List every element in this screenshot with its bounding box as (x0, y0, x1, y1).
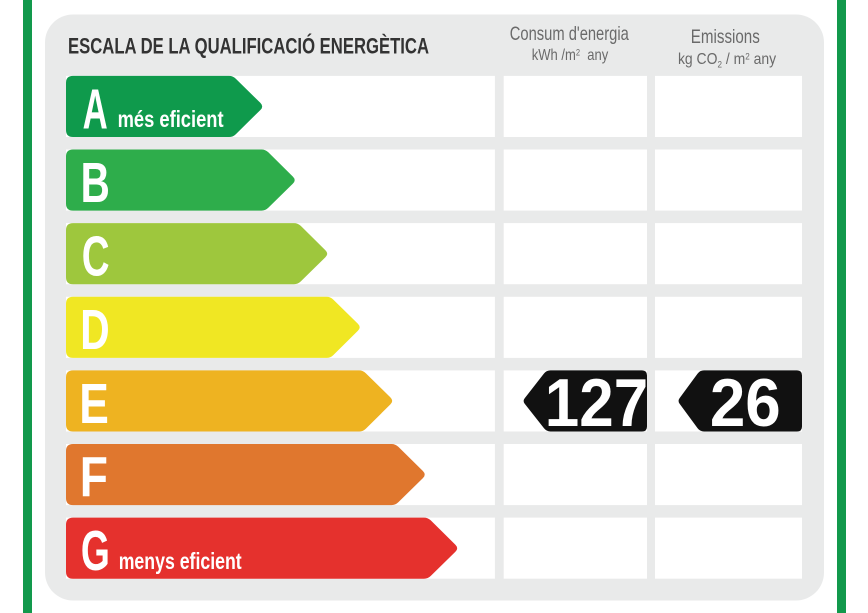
svg-text:ESCALA DE LA QUALIFICACIÓ ENER: ESCALA DE LA QUALIFICACIÓ ENERGÈTICA (68, 33, 429, 58)
svg-text:E: E (79, 372, 109, 436)
svg-text:D: D (80, 298, 109, 362)
svg-text:Emissions: Emissions (691, 27, 760, 48)
svg-text:A: A (83, 77, 108, 141)
svg-text:26: 26 (710, 365, 781, 441)
svg-text:127: 127 (545, 365, 648, 441)
svg-text:més eficient: més eficient (118, 106, 224, 132)
svg-text:menys eficient: menys eficient (119, 548, 242, 574)
svg-text:Consum d'energia: Consum d'energia (510, 23, 629, 45)
svg-text:kWh /m2 any: kWh /m2 any (532, 47, 609, 64)
svg-text:F: F (80, 445, 108, 509)
svg-text:C: C (82, 225, 110, 289)
svg-text:B: B (81, 151, 110, 215)
svg-text:G: G (81, 519, 110, 583)
svg-text:kg CO2 / m2 any: kg CO2 / m2 any (678, 51, 777, 70)
